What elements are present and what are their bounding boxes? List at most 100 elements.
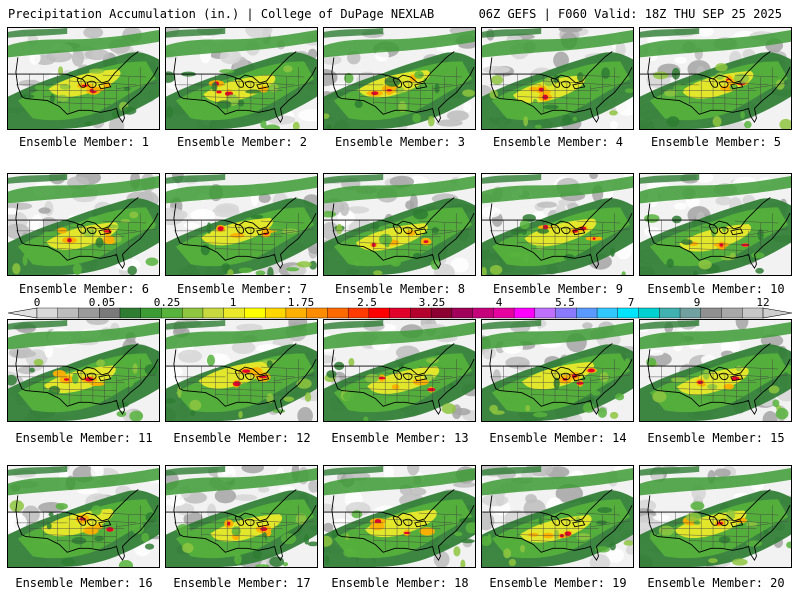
colorbar-labels: 0 0.05 0.25 1 1.75 2.5 3.25 4 5.5 7 9 12 (0, 297, 800, 309)
scattered-precip-cell (599, 371, 609, 383)
northern-precip-band (166, 29, 317, 58)
precip-extreme (84, 377, 94, 382)
scattered-precip-cell (283, 396, 295, 402)
scattered-precip-cell (260, 120, 267, 129)
scattered-precip-cell (55, 502, 68, 510)
scattered-precip-cell (538, 517, 543, 525)
state-boundaries (489, 505, 631, 551)
scattered-precip-cell (520, 544, 526, 553)
scattered-precip-cell (698, 259, 712, 270)
precipitation-map (640, 174, 791, 275)
scattered-precip-cell (292, 121, 300, 129)
scattered-precip-cell (601, 67, 610, 79)
scattered-precip-cell (282, 228, 298, 234)
northern-precip-band (324, 320, 384, 330)
scattered-precip-cell (266, 360, 273, 368)
scattered-precip-cell (96, 359, 105, 367)
scattered-precip-cell (489, 404, 499, 413)
scattered-precip-cell (211, 82, 218, 92)
light-precip-area (84, 48, 110, 61)
ensemble-member-caption: Ensemble Member: 18 (331, 576, 469, 590)
scattered-precip-cell (413, 208, 429, 220)
colorbar-swatch (534, 307, 557, 319)
scattered-precip-cell (702, 369, 710, 380)
colorbar-swatch (679, 307, 702, 319)
northern-precip-band (482, 29, 633, 58)
scattered-precip-cell (523, 116, 529, 127)
scattered-precip-cell (532, 412, 548, 418)
northern-precip-band (324, 175, 475, 204)
scattered-precip-cell (726, 509, 736, 521)
scattered-precip-cell (721, 223, 727, 232)
scattered-precip-cell (715, 72, 724, 80)
precip-extreme (371, 91, 379, 96)
scattered-precip-cell (441, 403, 456, 415)
light-precip-area (76, 488, 98, 495)
scattered-precip-cell (267, 266, 274, 275)
scattered-precip-cell (324, 555, 330, 565)
ensemble-map-panel (7, 319, 160, 422)
light-precip-area (409, 487, 427, 496)
light-precip-area (324, 69, 338, 87)
scattered-precip-cell (532, 98, 538, 109)
light-precip-area (11, 349, 37, 358)
precipitation-map (482, 320, 633, 421)
light-precip-area (258, 193, 271, 204)
scattered-precip-cell (751, 252, 765, 259)
scattered-precip-cell (690, 501, 705, 511)
northern-precip-band (324, 174, 384, 184)
scattered-precip-cell (88, 216, 99, 223)
precip-extreme (242, 369, 251, 373)
light-precip-area (674, 56, 687, 64)
scattered-precip-cell (20, 94, 35, 99)
northern-precip-band (8, 175, 159, 204)
northern-precip-band (166, 320, 226, 330)
colorbar-swatch (576, 307, 598, 319)
precip-maximum (57, 227, 68, 234)
scattered-precip-cell (94, 536, 105, 542)
ensemble-member-caption: Ensemble Member: 4 (492, 135, 624, 149)
scattered-precip-cell (644, 214, 660, 223)
colorbar-swatch (36, 307, 59, 319)
precipitation-colorbar (7, 307, 793, 319)
precipitation-map (482, 174, 633, 275)
precip-maximum (723, 383, 735, 390)
scattered-precip-cell (609, 110, 618, 116)
country-borders-coastline (166, 197, 317, 270)
scattered-precip-cell (118, 559, 134, 567)
colorbar-swatch (410, 307, 432, 319)
light-precip-area (183, 222, 200, 229)
country-borders-coastline (640, 197, 791, 270)
light-precip-area (407, 466, 420, 476)
precip-maximum (52, 370, 66, 378)
colorbar-label: 1 (229, 296, 237, 309)
scattered-precip-cell (664, 89, 677, 97)
ensemble-map-panel (481, 319, 634, 422)
ensemble-map-panel (165, 319, 318, 422)
light-precip-area (582, 322, 593, 330)
state-boundaries (15, 213, 157, 259)
scattered-precip-cell (671, 215, 682, 224)
scattered-precip-cell (785, 364, 791, 375)
scattered-precip-cell (48, 512, 54, 517)
colorbar-label: 0.05 (88, 296, 116, 309)
scattered-precip-cell (536, 245, 544, 250)
precip-extreme (106, 527, 114, 532)
precipitation-map (166, 28, 317, 129)
scattered-precip-cell (304, 392, 312, 402)
state-boundaries (173, 359, 315, 405)
heavy-precip-core (46, 222, 119, 250)
scattered-precip-cell (29, 367, 35, 373)
country-borders-coastline (640, 343, 791, 416)
colorbar-swatch (78, 307, 100, 319)
northern-precip-band (482, 174, 542, 184)
scattered-precip-cell (268, 83, 279, 92)
scattered-precip-cell (786, 541, 791, 549)
scattered-precip-cell (775, 407, 789, 420)
scattered-precip-cell (245, 89, 261, 94)
colorbar-swatch (285, 307, 308, 319)
scattered-precip-cell (523, 252, 529, 263)
light-precip-area (257, 486, 270, 493)
scattered-precip-cell (129, 211, 139, 219)
colorbar-swatch (451, 307, 474, 319)
